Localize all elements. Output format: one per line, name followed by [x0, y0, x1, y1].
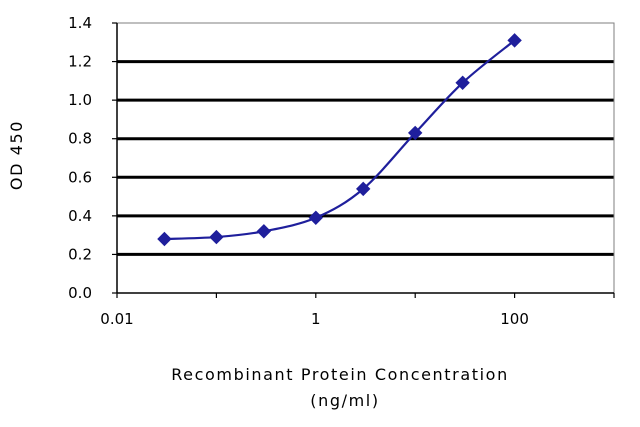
x-tick-label: 1 — [311, 310, 321, 328]
data-point-marker — [356, 181, 371, 197]
x-tick-label: 0.01 — [100, 310, 133, 328]
data-point-marker — [209, 229, 224, 245]
y-tick-label: 0.4 — [68, 207, 92, 225]
data-point-marker — [507, 33, 522, 48]
y-tick-label: 0.0 — [68, 284, 92, 302]
y-tick-label: 1.0 — [68, 91, 92, 109]
tick-layer: 0.0 0.2 0.4 0.6 0.8 1.0 1.2 1.4 0.01 1 100 — [68, 14, 615, 328]
x-axis-title: Recombinant Protein Concentration — [171, 365, 509, 384]
data-point-marker — [407, 125, 423, 141]
grid-layer — [117, 60, 614, 256]
x-axis-unit: (ng/ml) — [310, 391, 379, 410]
y-axis-title: OD 450 — [7, 120, 26, 190]
plot-area-frame — [116, 22, 615, 294]
y-tick-label: 1.4 — [68, 14, 92, 32]
y-tick-label: 0.2 — [68, 245, 92, 263]
y-tick-label: 1.2 — [68, 53, 92, 71]
data-point-marker — [157, 231, 172, 247]
data-point-marker — [256, 224, 272, 239]
data-point-marker — [308, 210, 324, 225]
y-tick-label: 0.8 — [68, 130, 92, 148]
data-point-marker — [455, 75, 470, 90]
y-tick-label: 0.6 — [68, 168, 92, 186]
x-tick-label: 100 — [500, 310, 529, 328]
series-layer — [157, 33, 522, 247]
